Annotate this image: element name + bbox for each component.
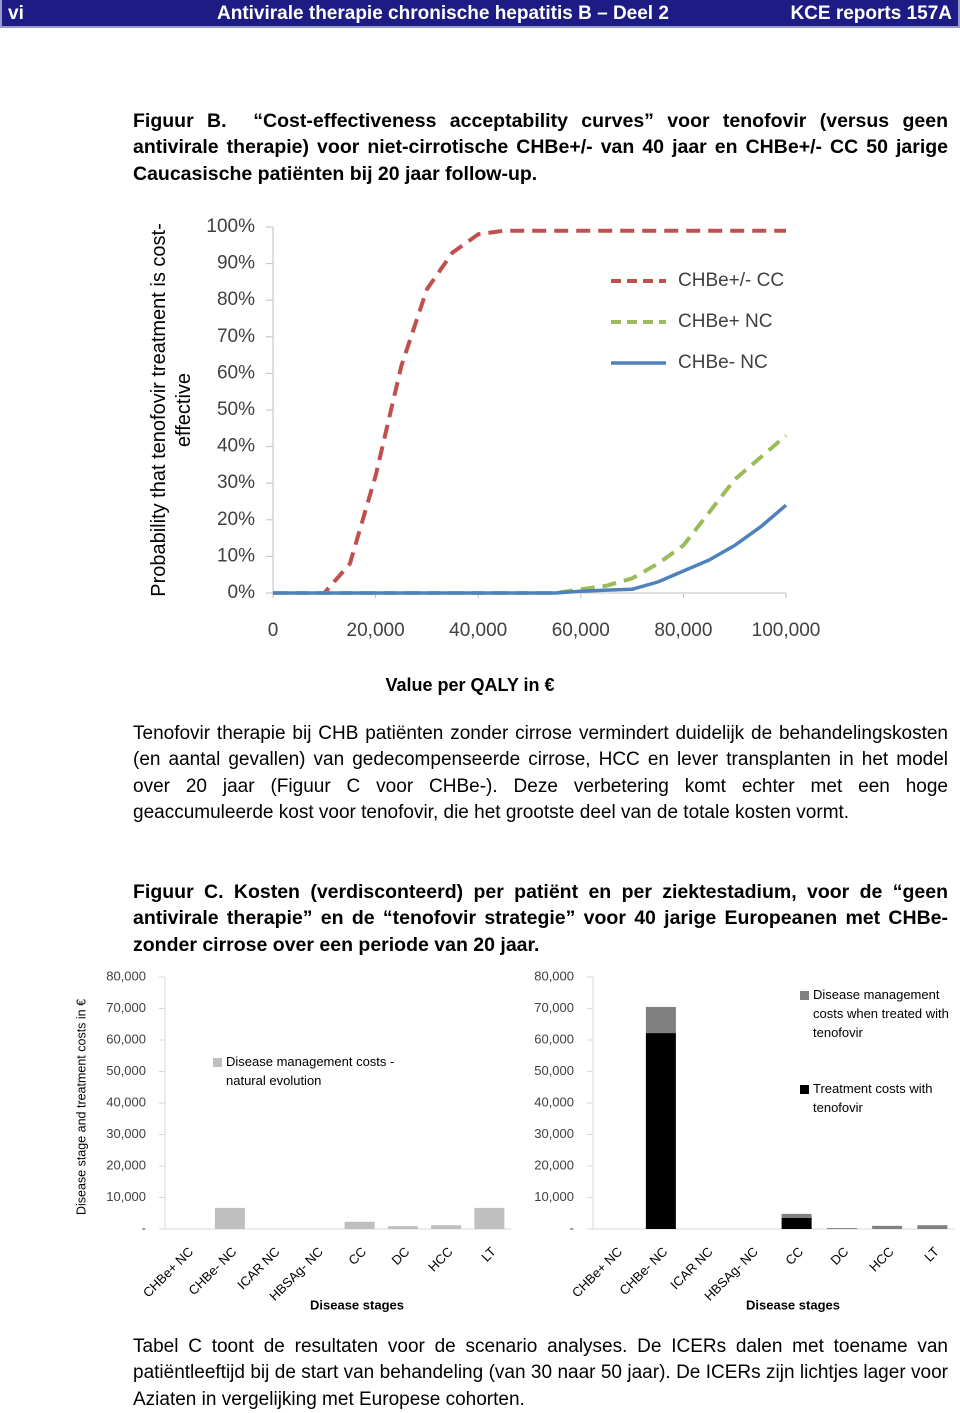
y-axis-label: Disease stage and treatment costs in €: [74, 999, 88, 1215]
bar: [387, 1226, 418, 1229]
x-tick-label: CC: [782, 1244, 806, 1268]
y-tick-label: 80,000: [106, 968, 146, 983]
bar: [781, 1213, 812, 1218]
y-tick-label: 20%: [217, 509, 255, 530]
line-series: [273, 228, 786, 595]
y-tick-label: 80,000: [534, 968, 574, 983]
page-number: vi: [8, 3, 24, 24]
bar: [917, 1225, 948, 1229]
bar: [344, 1221, 375, 1229]
x-tick-label: CHBe+ NC: [569, 1244, 625, 1300]
header-title: Antivirale therapie chronische hepatitis…: [217, 3, 669, 24]
legend-swatch: [213, 1058, 222, 1067]
bar: [645, 1033, 676, 1229]
y-tick-label: 70%: [217, 326, 255, 347]
y-tick-label: 40,000: [106, 1094, 146, 1109]
y-tick-label: 50,000: [534, 1063, 574, 1078]
legend-label: CHBe- NC: [678, 352, 768, 373]
figure-text: “Cost-effectiveness acceptability curves…: [133, 110, 948, 185]
x-tick-label: 60,000: [552, 620, 610, 641]
y-tick-label: 60,000: [106, 1031, 146, 1046]
y-tick-label: 30,000: [106, 1126, 146, 1141]
y-tick-label: 80%: [217, 289, 255, 310]
x-axis-label: Value per QALY in €: [385, 675, 554, 695]
header-bar: vi Antivirale therapie chronische hepati…: [0, 0, 960, 28]
y-tick-label: 10,000: [534, 1189, 574, 1204]
y-tick-label: 10%: [217, 545, 255, 566]
x-axis-label: Disease stages: [310, 1297, 404, 1312]
bar: [872, 1225, 903, 1229]
y-tick-label: 0%: [228, 582, 256, 603]
x-tick-label: HCC: [425, 1244, 456, 1275]
bar: [826, 1228, 857, 1229]
bar: [474, 1207, 505, 1229]
legend-label: Disease management costs when treated wi…: [813, 987, 949, 1040]
bar: [431, 1225, 462, 1229]
y-tick-label: 30%: [217, 472, 255, 493]
x-tick-label: 20,000: [347, 620, 405, 641]
y-tick-label: 70,000: [534, 1000, 574, 1015]
y-tick-label: 40%: [217, 436, 255, 457]
line-series: [273, 434, 788, 595]
x-tick-label: DC: [389, 1244, 413, 1268]
y-tick-label: 50%: [217, 399, 255, 420]
figure-caption: Figuur B. “Cost-effectiveness acceptabil…: [133, 108, 948, 187]
bar: [781, 1217, 812, 1229]
legend-label: Disease management costs - natural evolu…: [226, 1054, 395, 1088]
y-tick-label: 30,000: [534, 1126, 574, 1141]
x-tick-label: LT: [478, 1244, 499, 1265]
paragraph: Tabel C toont de resultaten voor de scen…: [133, 1336, 948, 1410]
legend-label: CHBe+ NC: [678, 311, 773, 332]
y-tick-label: 60,000: [534, 1031, 574, 1046]
y-tick-label: 40,000: [534, 1094, 574, 1109]
y-tick-label: -: [570, 1220, 574, 1235]
figure-label: Figuur C.: [133, 881, 224, 903]
x-tick-label: 40,000: [449, 620, 507, 641]
figure-label: Figuur B.: [133, 110, 227, 132]
line-series: [273, 503, 788, 595]
y-tick-label: 100%: [206, 216, 255, 237]
x-tick-label: LT: [921, 1244, 942, 1265]
legend-label: Treatment costs with tenofovir: [813, 1081, 933, 1115]
x-tick-label: 80,000: [654, 620, 712, 641]
y-tick-label: 60%: [217, 362, 255, 383]
y-tick-label: 10,000: [106, 1189, 146, 1204]
paragraph: Tenofovir therapie bij CHB patiënten zon…: [133, 723, 948, 824]
y-tick-label: -: [142, 1220, 146, 1235]
y-tick-label: 70,000: [106, 1000, 146, 1015]
y-tick-label: 90%: [217, 253, 255, 274]
figure-caption: Figuur C. Kosten (verdisconteerd) per pa…: [133, 879, 948, 958]
report-name: KCE reports 157A: [790, 3, 952, 24]
x-tick-label: CC: [345, 1244, 369, 1268]
y-tick-label: 20,000: [534, 1157, 574, 1172]
legend-label: CHBe+/- CC: [678, 270, 784, 291]
y-tick-label: 20,000: [106, 1157, 146, 1172]
bar: [645, 1006, 676, 1034]
x-tick-label: 0: [268, 620, 279, 641]
legend-swatch: [800, 1085, 809, 1094]
x-tick-label: HCC: [866, 1244, 897, 1275]
x-tick-label: DC: [828, 1244, 852, 1268]
y-axis-label: Probability that tenofovir treatment is …: [148, 223, 195, 597]
x-tick-label: CHBe- NC: [616, 1244, 670, 1298]
x-tick-label: 100,000: [752, 620, 821, 641]
x-axis-label: Disease stages: [746, 1297, 840, 1312]
figure-text: Kosten (verdisconteerd) per patiënt en p…: [133, 881, 948, 956]
x-tick-label: CHBe+ NC: [140, 1244, 196, 1300]
bar: [214, 1207, 245, 1229]
legend-swatch: [800, 991, 809, 1000]
y-tick-label: 50,000: [106, 1063, 146, 1078]
